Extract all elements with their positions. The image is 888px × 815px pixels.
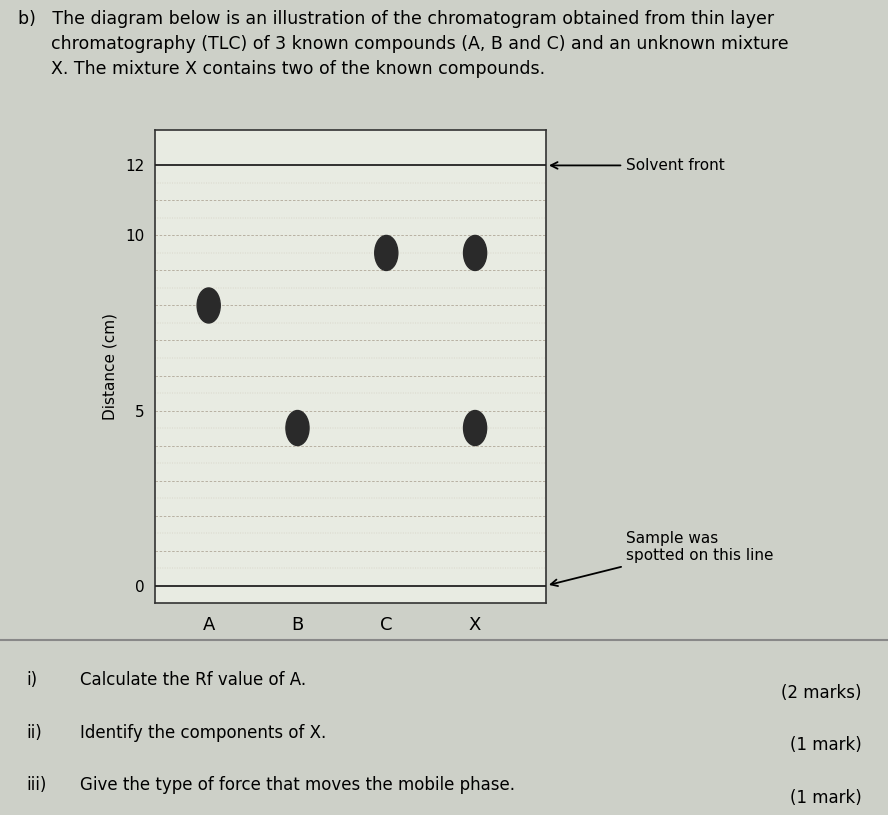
Text: Calculate the Rf value of A.: Calculate the Rf value of A. bbox=[80, 672, 306, 689]
Text: Give the type of force that moves the mobile phase.: Give the type of force that moves the mo… bbox=[80, 777, 515, 795]
Text: (2 marks): (2 marks) bbox=[781, 684, 861, 702]
Ellipse shape bbox=[464, 411, 487, 446]
Text: ii): ii) bbox=[27, 724, 43, 742]
Text: Identify the components of X.: Identify the components of X. bbox=[80, 724, 326, 742]
Ellipse shape bbox=[197, 288, 220, 323]
Ellipse shape bbox=[464, 236, 487, 271]
Ellipse shape bbox=[375, 236, 398, 271]
Text: i): i) bbox=[27, 672, 38, 689]
Text: (1 mark): (1 mark) bbox=[789, 789, 861, 807]
Text: Sample was
spotted on this line: Sample was spotted on this line bbox=[551, 531, 773, 586]
Text: (1 mark): (1 mark) bbox=[789, 736, 861, 754]
Text: iii): iii) bbox=[27, 777, 47, 795]
Text: b)   The diagram below is an illustration of the chromatogram obtained from thin: b) The diagram below is an illustration … bbox=[18, 10, 789, 77]
Ellipse shape bbox=[286, 411, 309, 446]
Text: Solvent front: Solvent front bbox=[551, 158, 725, 173]
Y-axis label: Distance (cm): Distance (cm) bbox=[102, 313, 117, 421]
